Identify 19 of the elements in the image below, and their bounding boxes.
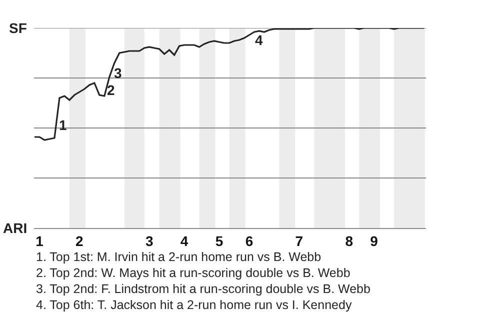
annotation: 1	[59, 117, 67, 133]
x-tick-label: 3	[145, 232, 154, 249]
text: 1. Top 1st: M. Irvin hit a 2-run home run vs B. Webb	[36, 250, 322, 264]
text: 3. Top 2nd: F. Lindstrom hit a run-scoring double vs B. Webb	[36, 282, 370, 296]
text: ARI	[3, 220, 28, 236]
x-tick-label: 8	[345, 232, 354, 249]
annotation: 4	[255, 32, 263, 48]
annotation: 2	[107, 82, 115, 98]
x-tick-label: 1	[36, 232, 44, 249]
x-tick-label: 2	[76, 232, 84, 249]
x-tick-label: 9	[370, 232, 378, 249]
text: 2. Top 2nd: W. Mays hit a run-scoring double vs B. Webb	[36, 266, 350, 280]
x-tick-label: 5	[215, 232, 224, 249]
x-tick-label: 6	[245, 232, 254, 249]
text: SF	[9, 20, 28, 36]
text: 4. Top 6th: T. Jackson hit a 2-run home run vs I. Kennedy	[36, 298, 352, 312]
annotation: 3	[114, 65, 122, 81]
x-tick-label: 4	[180, 232, 188, 249]
x-tick-label: 7	[295, 232, 304, 249]
